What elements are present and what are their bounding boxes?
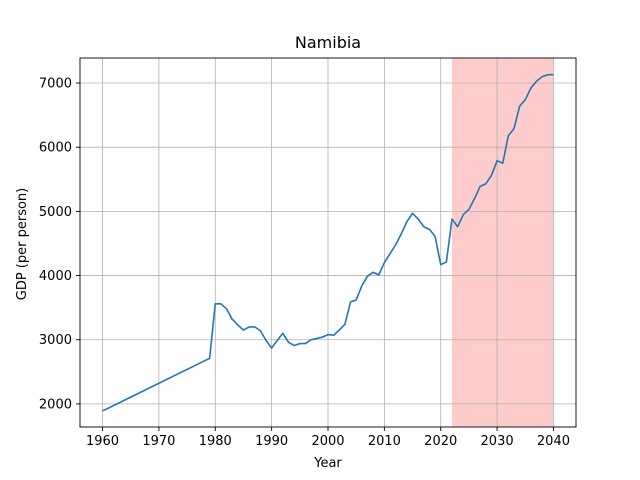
y-axis-label: GDP (per person) [15,188,30,301]
chart-title: Namibia [295,33,361,52]
x-tick-label: 1970 [142,434,175,449]
x-tick-label: 2040 [537,434,570,449]
x-tick-label: 2020 [424,434,457,449]
y-tick-label: 7000 [39,77,72,92]
x-tick-label: 2010 [368,434,401,449]
y-tick-label: 6000 [39,141,72,156]
y-tick-label: 4000 [39,269,72,284]
y-tick-label: 5000 [39,205,72,220]
x-tick-label: 1980 [199,434,232,449]
x-axis-label: Year [313,456,342,471]
x-tick-label: 1960 [86,434,119,449]
series-line-0 [102,73,554,412]
y-tick-label: 2000 [39,397,72,412]
y-tick-label: 3000 [39,333,72,348]
x-tick-label: 2000 [311,434,344,449]
x-tick-label: 2030 [481,434,514,449]
forecast-highlight-band [452,58,554,427]
x-tick-label: 1990 [255,434,288,449]
